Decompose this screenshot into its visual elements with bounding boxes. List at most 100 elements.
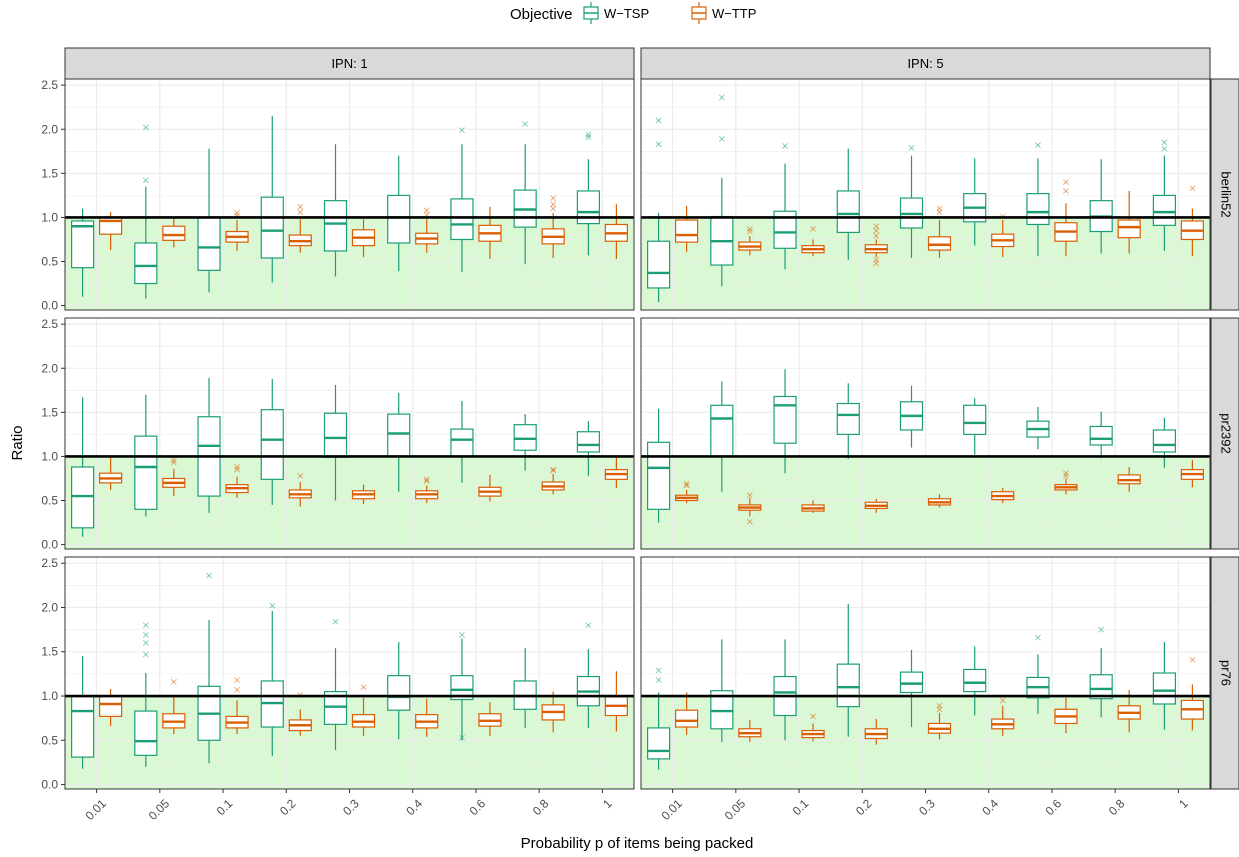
box-body — [197, 216, 221, 271]
x-tick-label: 0.1 — [790, 796, 812, 818]
box-W−TTP-0.05 — [738, 492, 762, 525]
box-W−TTP-0.2 — [864, 498, 888, 513]
panel-berlin52-1 — [640, 78, 1211, 311]
outlier-point — [908, 144, 915, 151]
box-body — [99, 695, 123, 717]
outlier-point — [142, 651, 149, 658]
outlier-stroke — [423, 478, 430, 485]
outlier-point — [746, 518, 753, 525]
y-tick-label: 1.5 — [41, 645, 58, 659]
facet-strip-col — [640, 47, 1211, 80]
outlier-point — [936, 205, 943, 212]
box-W−TSP-0.3 — [323, 144, 348, 277]
box-body — [1089, 425, 1113, 446]
y-tick-label: 2.5 — [41, 317, 58, 331]
box-W−TTP-0.4 — [991, 697, 1015, 736]
box-W−TTP-0.1 — [225, 464, 249, 498]
outlier-stroke — [170, 678, 177, 685]
box-body — [710, 690, 734, 730]
box-body — [450, 428, 474, 458]
outlier-point — [550, 201, 557, 208]
outlier-stroke — [936, 702, 943, 709]
box-W−TSP-0.2 — [836, 383, 860, 460]
box-W−TSP-0.05 — [710, 94, 734, 287]
box-W−TTP-0.05 — [162, 678, 186, 735]
outlier-stroke — [655, 141, 662, 148]
outlier-stroke — [746, 518, 753, 525]
outlier-point — [142, 639, 149, 646]
outlier-point — [550, 205, 557, 212]
box-body — [71, 695, 95, 758]
outlier-stroke — [360, 684, 367, 691]
box-W−TSP-0.2 — [836, 148, 860, 260]
box-W−TSP-0.4 — [963, 646, 987, 716]
box-body — [323, 412, 348, 458]
x-tick-label: 0.2 — [853, 796, 875, 818]
outlier-point — [1189, 656, 1196, 663]
box-W−TTP-1 — [1180, 459, 1204, 488]
outlier-stroke — [873, 256, 880, 263]
box-body — [647, 727, 671, 760]
box-W−TTP-0.1 — [225, 677, 249, 735]
x-tick-label: 0.6 — [1043, 796, 1065, 818]
box-W−TSP-0.3 — [899, 144, 924, 258]
box-body — [647, 441, 671, 510]
outlier-stroke — [655, 667, 662, 674]
y-tick-label: 2.5 — [41, 556, 58, 570]
facet-label-row: berlin52 — [1219, 171, 1234, 217]
outlier-point — [550, 195, 557, 201]
outlier-point — [522, 121, 529, 127]
y-tick-label: 1.0 — [41, 449, 58, 463]
outlier-stroke — [873, 223, 880, 230]
box-W−TSP-0.6 — [450, 631, 474, 741]
outlier-point — [1062, 188, 1069, 194]
box-body — [450, 675, 474, 701]
box-body — [162, 225, 186, 241]
outlier-point — [655, 141, 662, 148]
outlier-stroke — [1062, 470, 1069, 477]
outlier-point — [234, 677, 241, 684]
box-body — [773, 210, 797, 249]
box-body — [836, 402, 860, 435]
outlier-stroke — [269, 602, 276, 609]
outlier-stroke — [746, 228, 753, 235]
outlier-stroke — [297, 209, 304, 216]
outlier-point — [873, 227, 880, 234]
box-body — [675, 219, 699, 243]
box-body — [710, 404, 734, 458]
box-W−TSP-0.2 — [260, 378, 284, 505]
outlier-point — [234, 464, 241, 470]
panel-border — [640, 78, 1211, 311]
outlier-point — [1062, 472, 1069, 479]
outlier-point — [550, 467, 557, 474]
box-W−TTP-0.3 — [351, 219, 376, 258]
x-tick-label: 0.8 — [1106, 796, 1128, 818]
outlier-stroke — [206, 572, 213, 579]
box-W−TTP-1 — [604, 671, 628, 732]
box-W−TTP-0.05 — [738, 225, 762, 256]
box-W−TSP-0.01 — [647, 408, 671, 523]
box-body — [1026, 193, 1050, 226]
outlier-point — [746, 228, 753, 235]
panel-berlin52-0: 0.0 0.5 1.0 1.5 2.0 2.5 — [41, 78, 635, 313]
outlier-point — [1161, 139, 1168, 146]
outlier-point — [142, 124, 149, 131]
outlier-stroke — [550, 205, 557, 212]
outlier-point — [718, 136, 725, 142]
box-W−TTP-1 — [1180, 185, 1204, 257]
box-body — [387, 413, 411, 458]
outlier-stroke — [1189, 185, 1196, 192]
outlier-point — [458, 631, 465, 638]
box-W−TSP-0.3 — [899, 649, 924, 728]
outlier-stroke — [782, 143, 789, 149]
box-W−TSP-0.1 — [197, 572, 221, 764]
box-W−TSP-0.6 — [1026, 634, 1050, 714]
box-W−TTP-0.8 — [1117, 467, 1141, 492]
box-W−TSP-0.1 — [773, 143, 797, 270]
outlier-stroke — [297, 472, 304, 479]
legend-label: W−TTP — [712, 6, 756, 21]
outlier-stroke — [1034, 142, 1041, 149]
y-tick-label: 2.0 — [41, 361, 58, 375]
facet-label-row: pr2392 — [1219, 413, 1234, 453]
box-W−TTP-0.6 — [1054, 470, 1078, 495]
